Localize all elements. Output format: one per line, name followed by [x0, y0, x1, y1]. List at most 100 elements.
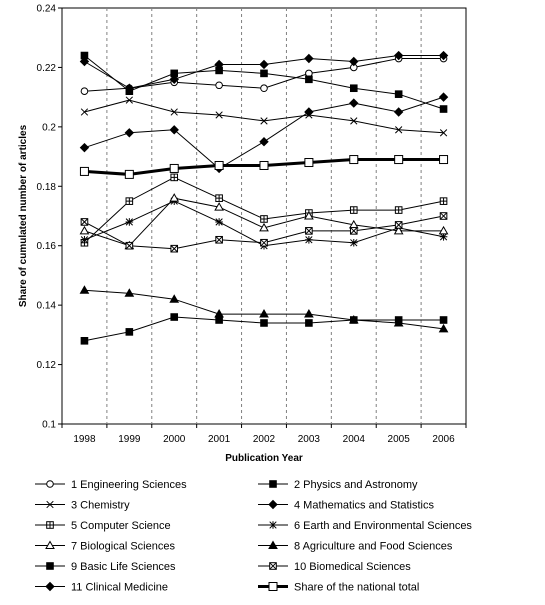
legend-item: 9 Basic Life Sciences: [35, 561, 176, 573]
legend-label: 5 Computer Science: [71, 520, 171, 532]
x-tick-label: 2005: [388, 434, 411, 445]
legend-label: 1 Engineering Sciences: [71, 479, 187, 491]
legend-item: 11 Clinical Medicine: [35, 582, 168, 594]
legend-marker: [47, 563, 54, 570]
y-axis-ticks: 0.1 0.12 0.14 0.16 0.18 0.2 0.22 0.24: [37, 4, 62, 431]
legend-label: Share of the national total: [294, 582, 419, 594]
legend-label: 7 Biological Sciences: [71, 541, 175, 553]
y-axis-title: Share of cumulated number of articles: [18, 124, 29, 307]
x-axis-title: Publication Year: [225, 453, 303, 464]
x-tick-label: 2003: [298, 434, 321, 445]
legend-marker: [269, 521, 277, 529]
data-point: [395, 207, 402, 214]
legend-item: Share of the national total: [258, 582, 419, 594]
legend-label: 11 Clinical Medicine: [71, 582, 168, 594]
data-point: [440, 106, 447, 113]
legend-item: 4 Mathematics and Statistics: [258, 500, 435, 512]
data-point: [216, 195, 223, 202]
data-point: [305, 159, 313, 167]
legend-marker: [270, 563, 277, 570]
legend-marker: [269, 501, 277, 509]
data-point: [350, 207, 357, 214]
y-tick-label: 0.2: [42, 122, 56, 133]
x-tick-label: 2000: [163, 434, 186, 445]
data-point: [395, 91, 402, 98]
data-point: [350, 317, 357, 324]
data-point: [261, 239, 268, 246]
data-point: [215, 218, 223, 226]
legend-marker: [47, 522, 54, 529]
y-tick-label: 0.22: [37, 63, 57, 74]
y-tick-label: 0.18: [37, 182, 57, 193]
x-tick-label: 1998: [73, 434, 96, 445]
data-point: [81, 236, 89, 244]
legend-item: 1 Engineering Sciences: [35, 479, 187, 491]
legend-label: 6 Earth and Environmental Sciences: [294, 520, 472, 532]
x-tick-label: 2004: [343, 434, 366, 445]
legend-item: 6 Earth and Environmental Sciences: [258, 520, 472, 532]
legend-marker: [270, 481, 277, 488]
data-point: [261, 216, 268, 223]
legend-marker: [47, 481, 54, 488]
data-point: [216, 236, 223, 243]
data-point: [305, 236, 313, 244]
y-tick-label: 0.12: [37, 360, 57, 371]
data-point: [395, 317, 402, 324]
legend-label: 4 Mathematics and Statistics: [294, 500, 435, 512]
data-point: [216, 317, 223, 324]
data-point: [261, 320, 268, 327]
legend-label: 9 Basic Life Sciences: [71, 561, 176, 573]
y-tick-label: 0.24: [37, 4, 57, 15]
data-point: [80, 167, 88, 175]
data-point: [215, 161, 223, 169]
data-point: [395, 156, 403, 164]
x-tick-label: 2001: [208, 434, 231, 445]
x-tick-label: 1999: [118, 434, 141, 445]
data-point: [440, 156, 448, 164]
data-point: [81, 88, 88, 95]
data-point: [260, 161, 268, 169]
data-point: [170, 164, 178, 172]
data-point: [306, 320, 313, 327]
y-tick-label: 0.1: [42, 420, 56, 431]
data-point: [125, 170, 133, 178]
data-point: [171, 314, 178, 321]
legend-marker: [269, 583, 277, 591]
data-point: [261, 70, 268, 77]
data-point: [81, 338, 88, 345]
legend: 1 Engineering Sciences 2 Physics and Astr…: [35, 479, 472, 594]
data-point: [261, 85, 268, 92]
data-point: [126, 198, 133, 205]
legend-item: 7 Biological Sciences: [35, 541, 175, 553]
data-point: [171, 174, 178, 181]
legend-label: 2 Physics and Astronomy: [294, 479, 418, 491]
data-point: [306, 76, 313, 83]
legend-item: 8 Agriculture and Food Sciences: [258, 541, 453, 553]
x-tick-label: 2002: [253, 434, 276, 445]
legend-item: 3 Chemistry: [35, 500, 130, 512]
data-point: [350, 239, 358, 247]
legend-item: 5 Computer Science: [35, 520, 171, 532]
data-point: [216, 82, 223, 89]
data-point: [126, 329, 133, 336]
data-point: [171, 245, 178, 252]
data-point: [306, 228, 313, 235]
data-point: [440, 213, 447, 220]
data-point: [350, 156, 358, 164]
data-point: [126, 218, 134, 226]
y-tick-label: 0.16: [37, 241, 57, 252]
y-tick-label: 0.14: [37, 301, 57, 312]
legend-marker: [46, 583, 54, 591]
data-point: [81, 219, 88, 226]
data-point: [440, 317, 447, 324]
legend-label: 10 Biomedical Sciences: [294, 561, 411, 573]
legend-item: 2 Physics and Astronomy: [258, 479, 418, 491]
legend-label: 8 Agriculture and Food Sciences: [294, 541, 453, 553]
legend-item: 10 Biomedical Sciences: [258, 561, 411, 573]
x-tick-label: 2006: [432, 434, 455, 445]
data-point: [350, 228, 357, 235]
data-point: [440, 198, 447, 205]
data-point: [395, 222, 402, 229]
x-axis-ticks: 1998 1999 2000 2001 2002 2003 2004 2005 2006: [62, 424, 466, 445]
